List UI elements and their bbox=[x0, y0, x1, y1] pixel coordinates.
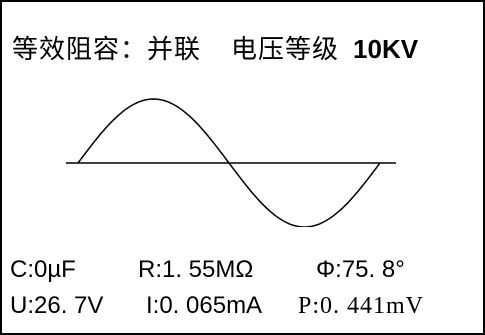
header-line: 等效阻容：并联 电压等级 10KV bbox=[12, 34, 418, 65]
capacitance-reading: C:0µF bbox=[10, 256, 76, 283]
phase-reading: Φ:75. 8° bbox=[316, 256, 405, 283]
readings-row-2: U:26. 7V I:0. 065mA P:0. 441mV bbox=[10, 292, 424, 320]
resistance-reading: R:1. 55MΩ bbox=[138, 256, 254, 283]
current-reading: I:0. 065mA bbox=[146, 292, 263, 319]
voltage-level-value: 10KV bbox=[353, 34, 419, 64]
sine-wave bbox=[77, 98, 381, 227]
voltage-reading: U:26. 7V bbox=[10, 292, 104, 319]
readings-row-1: C:0µF R:1. 55MΩ Φ:75. 8° bbox=[10, 256, 405, 284]
waveform-display bbox=[66, 98, 396, 227]
equivalent-rc-label: 等效阻容： bbox=[12, 35, 148, 65]
equivalent-rc-value: 并联 bbox=[147, 35, 202, 65]
power-reading: P:0. 441mV bbox=[298, 293, 425, 319]
voltage-level-label: 电压等级 bbox=[231, 35, 340, 65]
